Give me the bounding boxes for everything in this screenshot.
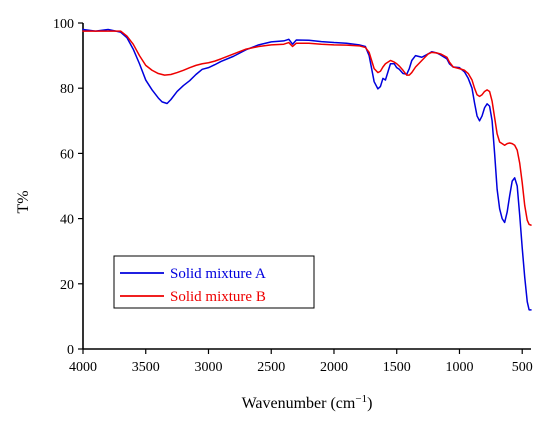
x-tick-label: 1000 <box>445 360 473 375</box>
x-tick-label: 4000 <box>69 360 97 375</box>
legend-label-solid-mixture-a: Solid mixture A <box>170 266 266 282</box>
y-tick-label: 20 <box>60 278 74 293</box>
series-line-solid-mixture-b <box>82 30 532 226</box>
x-tick-label: 500 <box>512 360 533 375</box>
plot-area <box>82 23 531 350</box>
x-tick-label: 1500 <box>383 360 411 375</box>
y-tick-label: 100 <box>53 17 74 32</box>
legend-box <box>113 255 315 309</box>
y-axis-title: T% <box>15 190 32 213</box>
y-tick-label: 60 <box>60 147 74 162</box>
series-layer <box>82 28 532 311</box>
x-axis: 4000 3500 3000 2500 2000 1500 1000 500 <box>69 349 533 375</box>
legend: Solid mixture A Solid mixture B <box>113 255 315 309</box>
y-tick-label: 80 <box>60 82 74 97</box>
y-axis: 0 20 40 60 80 100 <box>53 17 83 358</box>
x-tick-label: 3000 <box>194 360 222 375</box>
x-tick-label: 2500 <box>257 360 285 375</box>
series-line-solid-mixture-a <box>82 28 532 311</box>
x-axis-title: Wavenumber (cm−1) <box>242 393 373 412</box>
legend-label-solid-mixture-b: Solid mixture B <box>170 289 266 305</box>
x-tick-label: 2000 <box>320 360 348 375</box>
y-tick-label: 40 <box>60 213 74 228</box>
x-tick-label: 3500 <box>132 360 160 375</box>
y-tick-label: 0 <box>67 343 74 358</box>
